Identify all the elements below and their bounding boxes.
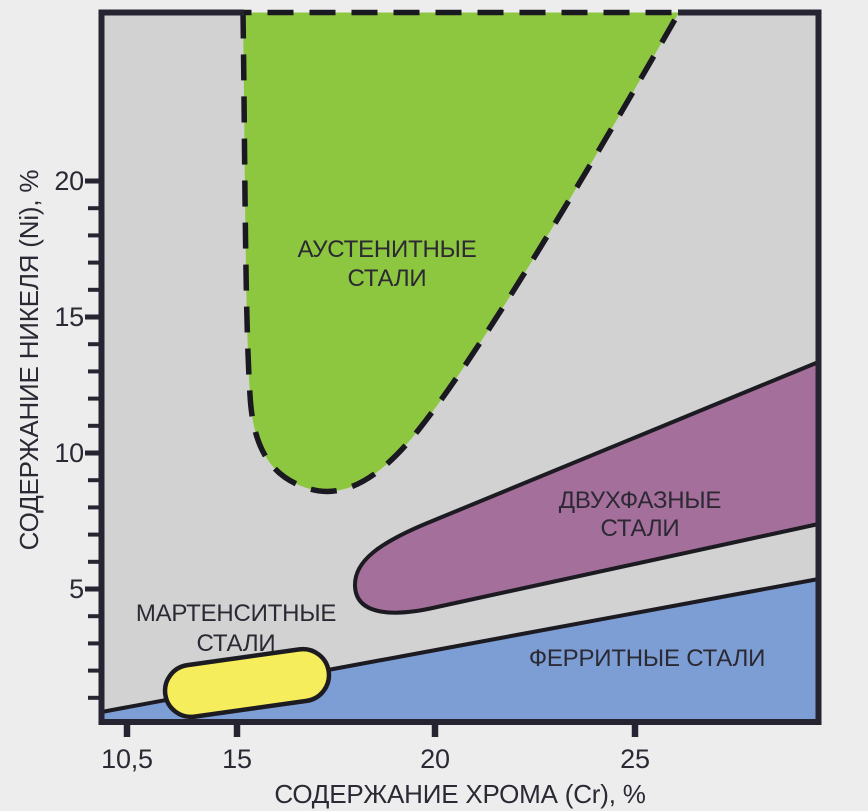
x-axis-title: СОДЕРЖАНИЕ ХРОМА (Cr), %: [274, 779, 645, 809]
region-austenitic-outline: [240, 9, 684, 495]
plot-border: [98, 9, 822, 725]
x-tick-label: 10,5: [101, 744, 153, 774]
x-tick-label: 20: [420, 744, 450, 774]
region-label-martensitic: МАРТЕНСИТНЫЕ СТАЛИ: [136, 600, 336, 657]
y-axis-title: СОДЕРЖАНИЕ НИКЕЛЯ (Ni), %: [14, 170, 44, 551]
y-tick-label: 15: [54, 302, 84, 332]
axis-tick-labels: 20 15 10 5 10,5 15 20 25: [54, 166, 650, 774]
region-label-austenitic: АУСТЕНИТНЫЕ СТАЛИ: [297, 236, 476, 292]
y-tick-label: 20: [54, 166, 84, 196]
region-label-ferritic: ФЕРРИТНЫЕ СТАЛИ: [529, 645, 765, 672]
region-austenitic: [243, 12, 679, 492]
x-tick-label: 25: [620, 744, 650, 774]
y-tick-label: 10: [54, 438, 84, 468]
region-labels: АУСТЕНИТНЫЕ СТАЛИ ДВУХФАЗНЫЕ СТАЛИ МАРТЕНСИТ…: [136, 236, 766, 672]
x-tick-label: 15: [222, 744, 252, 774]
y-tick-label: 5: [69, 574, 84, 604]
region-label-duplex: ДВУХФАЗНЫЕ СТАЛИ: [559, 487, 721, 542]
axis-ticks: [85, 178, 639, 737]
region-duplex: [352, 360, 821, 615]
region-martensitic: [162, 646, 332, 720]
